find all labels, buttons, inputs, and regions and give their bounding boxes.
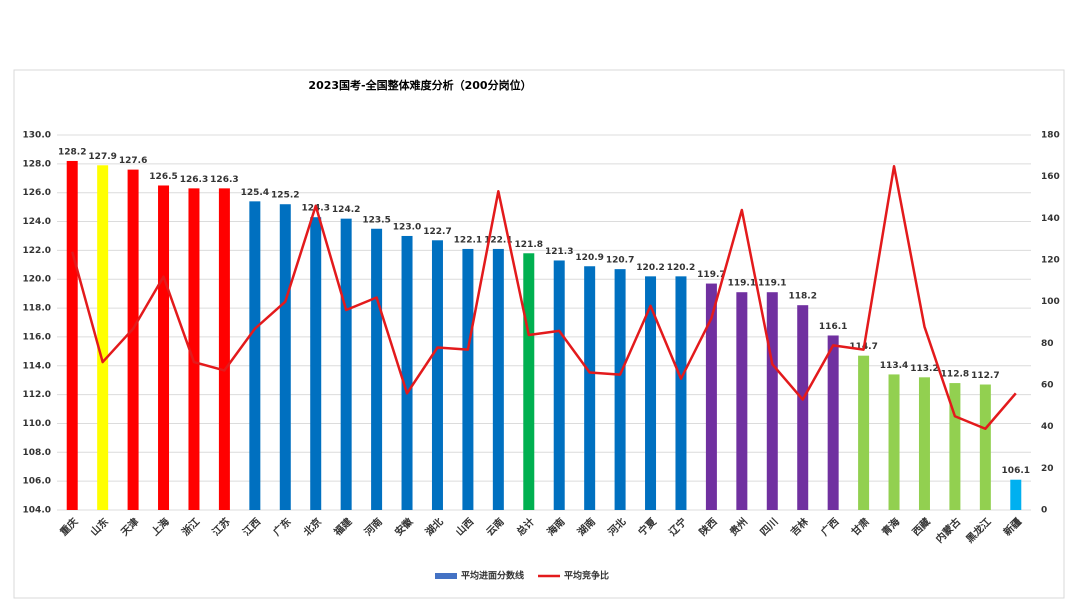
y-tick-label: 104.0 [23,506,51,516]
bar [858,355,870,510]
value-label: 119.1 [758,279,786,289]
bar [340,218,352,510]
bar [675,276,687,510]
bar [827,335,839,510]
y2-tick-label: 40 [1041,422,1054,432]
value-label: 124.2 [332,205,360,215]
bar [188,188,200,510]
bar [797,305,809,510]
y-tick-label: 118.0 [23,304,51,314]
value-label: 126.3 [180,175,208,185]
value-label: 122.1 [454,235,482,245]
value-label: 112.7 [971,371,999,381]
bar [766,292,778,510]
value-label: 123.5 [362,215,390,225]
bar [918,377,930,510]
value-label: 113.4 [880,361,908,371]
value-label: 112.8 [941,370,969,380]
legend-label: 平均竞争比 [564,570,609,582]
bar [888,374,900,510]
y-tick-label: 130.0 [23,131,51,141]
y-tick-label: 126.0 [23,188,51,198]
bar [66,160,78,510]
line [71,165,1017,430]
bar [949,383,961,510]
y-tick-label: 128.0 [23,159,51,169]
bar [97,165,109,511]
value-label: 118.2 [788,292,816,302]
y2-tick-label: 160 [1041,172,1060,182]
y2-tick-label: 60 [1041,381,1054,391]
value-label: 121.8 [515,240,543,250]
bar [1010,479,1022,510]
y2-tick-label: 120 [1041,256,1060,266]
bar [158,185,170,510]
value-label: 120.7 [606,256,634,266]
y-tick-label: 106.0 [23,477,51,487]
value-label: 120.2 [667,263,695,273]
bar [736,292,748,510]
value-label: 126.3 [210,175,238,185]
value-label: 122.1 [484,235,512,245]
value-label: 106.1 [1002,466,1030,476]
bar [401,235,413,510]
value-label: 119.1 [728,279,756,289]
value-label: 122.7 [423,227,451,237]
bar [705,283,717,510]
legend-swatch [435,573,457,579]
y-tick-label: 114.0 [23,361,51,371]
value-label: 125.4 [241,188,269,198]
bar [614,269,626,510]
legend-label: 平均进面分数线 [461,570,524,582]
bar [127,169,139,510]
y-tick-label: 122.0 [23,246,51,256]
bar [553,260,565,510]
bar [645,276,657,510]
value-label: 121.3 [545,247,573,257]
y2-tick-label: 180 [1041,131,1060,141]
bar [218,188,230,510]
bar [431,240,443,511]
value-label: 126.5 [149,172,177,182]
value-label: 128.2 [58,147,86,157]
bar [492,248,504,510]
value-label: 119.7 [697,270,725,280]
value-label: 125.2 [271,191,299,201]
value-label: 127.6 [119,156,147,166]
y-tick-label: 120.0 [23,275,51,285]
y2-tick-label: 80 [1041,339,1054,349]
value-label: 120.9 [575,253,603,263]
y2-tick-label: 100 [1041,297,1060,307]
y-tick-label: 124.0 [23,217,51,227]
bar [310,217,322,510]
y2-tick-label: 20 [1041,464,1054,474]
value-label: 123.0 [393,222,421,232]
y-tick-label: 108.0 [23,448,51,458]
bar [249,201,261,510]
bar [462,248,474,510]
chart-title: 2023国考-全国整体难度分析（200分岗位） [308,78,531,92]
value-label: 113.2 [910,364,938,374]
bar [584,266,596,510]
y-tick-label: 112.0 [23,390,51,400]
y-tick-label: 110.0 [23,419,51,429]
y2-tick-label: 0 [1041,506,1047,516]
y2-tick-label: 140 [1041,214,1060,224]
value-label: 116.1 [819,322,847,332]
value-label: 120.2 [636,263,664,273]
bar [979,384,991,510]
bar [523,253,535,510]
bar [371,228,383,510]
bar [279,204,291,510]
value-label: 127.9 [88,152,116,162]
y-tick-label: 116.0 [23,332,51,342]
